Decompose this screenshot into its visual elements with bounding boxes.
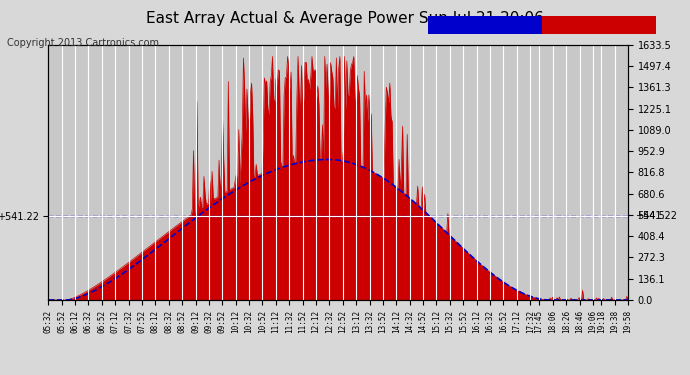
Text: East Array  (DC Watts): East Array (DC Watts)	[544, 20, 654, 29]
Text: Average  (DC Watts): Average (DC Watts)	[435, 20, 535, 29]
Text: Copyright 2013 Cartronics.com: Copyright 2013 Cartronics.com	[7, 38, 159, 48]
Text: +541.22: +541.22	[635, 210, 677, 220]
Text: East Array Actual & Average Power Sun Jul 21 20:06: East Array Actual & Average Power Sun Ju…	[146, 11, 544, 26]
